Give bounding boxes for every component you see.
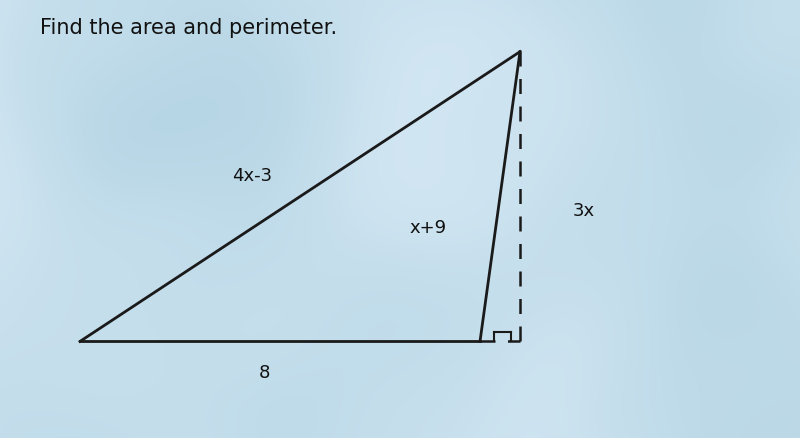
Text: 8: 8 (258, 363, 270, 381)
Text: x+9: x+9 (410, 219, 446, 237)
Text: 3x: 3x (573, 201, 595, 219)
Text: Find the area and perimeter.: Find the area and perimeter. (40, 18, 337, 38)
Text: 4x-3: 4x-3 (232, 166, 272, 184)
